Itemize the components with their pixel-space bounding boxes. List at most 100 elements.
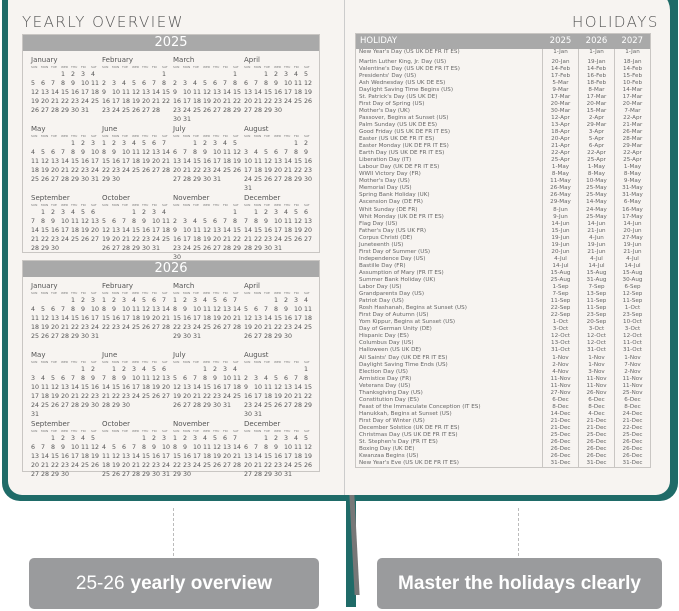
day-cell: 4: [41, 375, 46, 382]
day-cell: 2: [284, 297, 289, 304]
month-name: October: [102, 420, 131, 428]
weekday-label: FRI: [81, 360, 86, 364]
holiday-row: Mother's Day (US) 11-May 10-May 9-May: [356, 178, 651, 186]
day-cell: 22: [41, 236, 50, 243]
weekday-header: SUN MON TUE WED THU FRI SAT: [244, 65, 315, 70]
holiday-name: Armistice Day (FR): [359, 375, 412, 382]
day-cell: 20: [244, 98, 253, 105]
day-cell: 21: [294, 393, 303, 400]
day-cell: 25: [203, 462, 212, 469]
day-cell: 19: [102, 236, 111, 243]
weekday-label: FRI: [223, 291, 228, 295]
weekday-label: SUN: [102, 134, 109, 138]
day-cell: 4: [203, 297, 208, 304]
holiday-date: 20-Mar: [578, 100, 615, 108]
holiday-date: 8-May: [542, 171, 579, 179]
day-cell: 17: [254, 393, 263, 400]
month-name: February: [102, 282, 134, 290]
weekday-label: THU: [142, 65, 149, 69]
holiday-name: Good Friday (US UK DE FR IT ES): [359, 129, 450, 136]
day-cell: 18: [304, 315, 313, 322]
day-cell: 4: [81, 435, 86, 442]
day-cell: 27: [112, 245, 121, 252]
holiday-date: 17-Feb: [542, 72, 579, 80]
holiday-date: 26-Dec: [542, 439, 579, 447]
day-cell: 30: [183, 333, 192, 340]
day-cell: 18: [162, 227, 171, 234]
day-cell: 4: [294, 435, 299, 442]
day-cell: 15: [61, 89, 70, 96]
day-cell: 11: [264, 384, 273, 391]
day-cell: 16: [142, 227, 151, 234]
weekday-label: SAT: [233, 65, 239, 69]
day-cell: 17: [152, 227, 161, 234]
holiday-date: 16-Feb: [578, 72, 615, 80]
holiday-row: Constitution Day (ES) 6-Dec 6-Dec 6-Dec: [356, 396, 651, 404]
holiday-date: 20-Jan: [542, 55, 579, 66]
day-cell: 23: [61, 462, 70, 469]
weekday-label: SAT: [162, 203, 168, 207]
day-grid: 1 2 3 4 5 6 7 8 9 10 11 12 13 14 15 16 17 18 19 20 21 22 23 24 2…: [173, 365, 244, 410]
weekday-label: MON: [183, 360, 191, 364]
day-cell: 3: [91, 140, 96, 147]
day-cell: 12: [233, 149, 242, 156]
holiday-date: 12-Oct: [542, 333, 579, 341]
day-cell: 20: [223, 315, 232, 322]
weekday-header: SUN MON TUE WED THU FRI SAT: [244, 134, 315, 139]
day-cell: 22: [162, 98, 171, 105]
day-cell: 25: [102, 471, 111, 478]
day-cell: 28: [223, 107, 232, 114]
holiday-row: Ash Wednesday (US UK DE ES) 5-Mar 18-Feb 10…: [356, 79, 651, 87]
day-cell: 28: [244, 245, 253, 252]
weekday-label: THU: [213, 134, 220, 138]
day-cell: 8: [254, 218, 259, 225]
holiday-date: 26-Nov: [578, 389, 615, 397]
col-header-2026: 2026: [578, 33, 615, 49]
day-cell: 11: [233, 375, 242, 382]
weekday-label: WED: [132, 360, 140, 364]
day-cell: 2: [61, 435, 66, 442]
holiday-date: 11-Sep: [578, 298, 615, 306]
holiday-date: 6-Apr: [578, 143, 615, 151]
weekday-label: MON: [41, 65, 49, 69]
day-cell: 19: [213, 315, 222, 322]
holiday-date: 12-Oct: [578, 340, 615, 348]
day-cell: 17: [294, 315, 303, 322]
weekday-label: MON: [254, 65, 262, 69]
day-cell: 8: [102, 149, 107, 156]
holiday-name: Labour Day (UK DE FR IT ES): [359, 164, 440, 171]
day-cell: 27: [91, 236, 100, 243]
holiday-row: December Solstice (UK DE FR IT ES) 21-Dec…: [356, 424, 651, 433]
day-cell: 4: [284, 209, 289, 216]
day-cell: 21: [254, 98, 263, 105]
day-cell: 30: [173, 116, 182, 123]
day-cell: 21: [41, 462, 50, 469]
weekday-label: FRI: [294, 134, 299, 138]
day-cell: 13: [223, 306, 232, 313]
holiday-date: 15-Jun: [542, 227, 579, 235]
day-cell: 27: [244, 107, 253, 114]
day-cell: 18: [31, 167, 40, 174]
month-name: January: [31, 282, 58, 290]
holiday-name: Martin Luther King, Jr. Day (US): [359, 58, 447, 65]
weekday-label: MON: [41, 134, 49, 138]
holiday-row: Christmas Day (US UK DE FR IT ES) 25-Dec 2…: [356, 432, 651, 440]
day-cell: 27: [244, 471, 253, 478]
weekday-label: WED: [274, 291, 282, 295]
holiday-date: 31-Dec: [542, 460, 579, 468]
day-cell: 30: [71, 107, 80, 114]
weekday-label: TUE: [122, 134, 128, 138]
weekday-label: TUE: [264, 429, 270, 433]
day-cell: 3: [132, 366, 137, 373]
holiday-date: 22-Apr: [614, 150, 651, 158]
day-cell: 7: [254, 80, 259, 87]
day-cell: 4: [142, 366, 147, 373]
caption-holidays: Master the holidays clearly: [377, 558, 662, 609]
day-cell: 7: [244, 218, 249, 225]
day-cell: 15: [162, 89, 171, 96]
weekday-label: TUE: [193, 360, 199, 364]
day-cell: 24: [112, 107, 121, 114]
day-cell: 17: [193, 453, 202, 460]
holiday-date: 2-Apr: [578, 114, 615, 122]
day-cell: 9: [304, 149, 309, 156]
